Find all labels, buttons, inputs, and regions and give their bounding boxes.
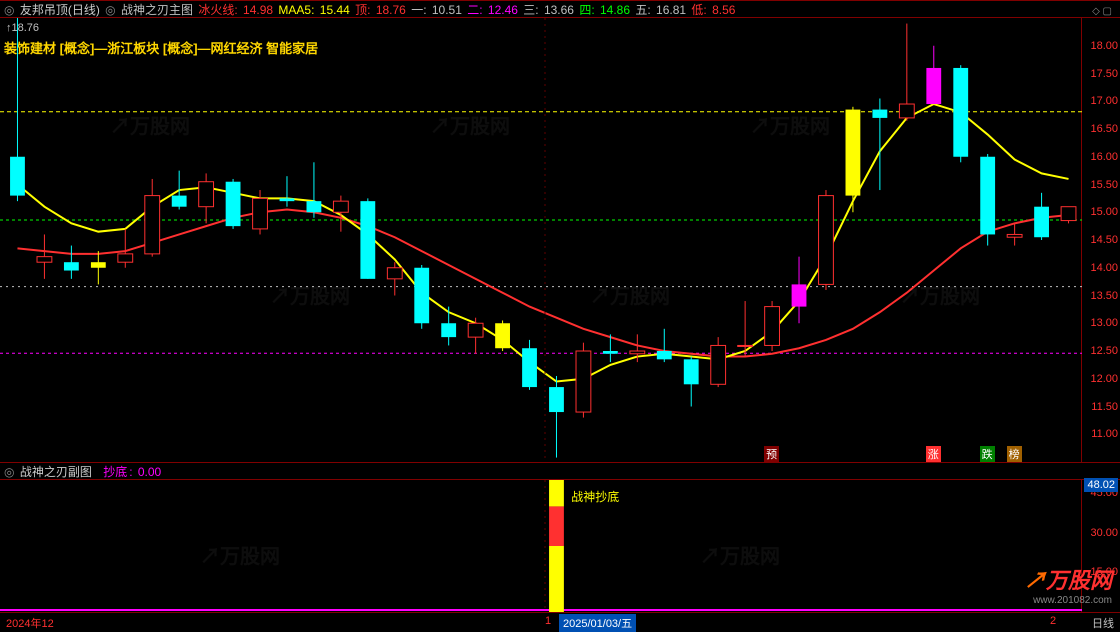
sub-indicator-name: 战神之刃副图 — [20, 465, 92, 479]
sub-value: 0.00 — [138, 465, 161, 479]
time-mark1: 1 — [545, 615, 551, 627]
main-title-bar: ◎ 友邦吊顶(日线) ◎ 战神之刃主图 冰火线: 14.98 MAA5: 15.… — [0, 0, 1120, 18]
time-mid: 2025/01/03/五 — [559, 614, 636, 632]
svg-text:战神抄底: 战神抄底 — [571, 489, 619, 504]
sub-badge: 48.02 — [1084, 478, 1118, 492]
stock-name: 友邦吊顶(日线) — [20, 3, 100, 17]
signal-flag: 榜 — [1007, 446, 1022, 462]
bullet-icon: ◎ — [4, 465, 14, 479]
bullet-icon: ◎ — [105, 3, 115, 17]
bullet-icon: ◎ — [4, 3, 14, 17]
time-axis: 2024年12 1 2025/01/03/五 2 日线 — [0, 612, 1120, 632]
main-chart[interactable]: ↑18.76 装饰建材 [概念]—浙江板块 [概念]—网红经济 智能家居 10.… — [0, 18, 1082, 462]
brand-logo: ↗万股网 www.201082.com — [1024, 563, 1112, 606]
signal-flag: 跌 — [980, 446, 995, 462]
time-mark2: 2 — [1050, 615, 1056, 627]
signal-flag: 涨 — [926, 446, 941, 462]
main-y-axis: 11.0011.5012.0012.5013.0013.5014.0014.50… — [1084, 18, 1120, 462]
time-left: 2024年12 — [6, 615, 54, 631]
sub-label: 抄底 — [103, 465, 127, 479]
indicator-name: 战神之刃主图 — [121, 3, 193, 17]
sub-title-bar: ◎ 战神之刃副图 抄底: 0.00 — [0, 462, 1120, 480]
sub-chart[interactable]: 战神抄底 — [0, 480, 1082, 612]
time-right: 日线 — [1092, 615, 1114, 631]
signal-flag: 预 — [764, 446, 779, 462]
